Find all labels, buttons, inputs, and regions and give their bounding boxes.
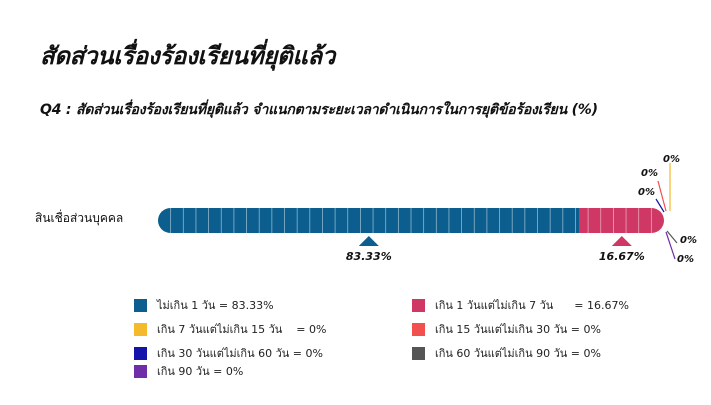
data-label-4: 0% (638, 187, 655, 198)
data-label-3: 0% (641, 168, 658, 179)
data-label-5: 0% (680, 235, 697, 246)
page-title: สัดส่วนเรื่องร้องเรียนที่ยุติแล้ว (40, 42, 336, 70)
value-marker-0 (358, 236, 379, 246)
data-label-1: 16.67% (599, 250, 645, 263)
zero-leader-4 (655, 198, 665, 213)
data-label-0: 83.33% (346, 250, 392, 263)
chart-subtitle: Q4 : สัดส่วนเรื่องร้องเรียนที่ยุติแล้ว จ… (40, 102, 598, 118)
bar-segment-1 (579, 208, 664, 233)
zero-leader-5 (666, 230, 678, 244)
data-label-6: 0% (677, 254, 694, 265)
zero-leader-3 (657, 180, 667, 212)
category-label: สินเชื่อส่วนบุคคล (35, 209, 123, 226)
data-label-2: 0% (663, 154, 680, 165)
value-marker-1 (611, 236, 632, 246)
zero-leader-6 (665, 231, 676, 260)
bar-segment-0 (158, 208, 580, 233)
